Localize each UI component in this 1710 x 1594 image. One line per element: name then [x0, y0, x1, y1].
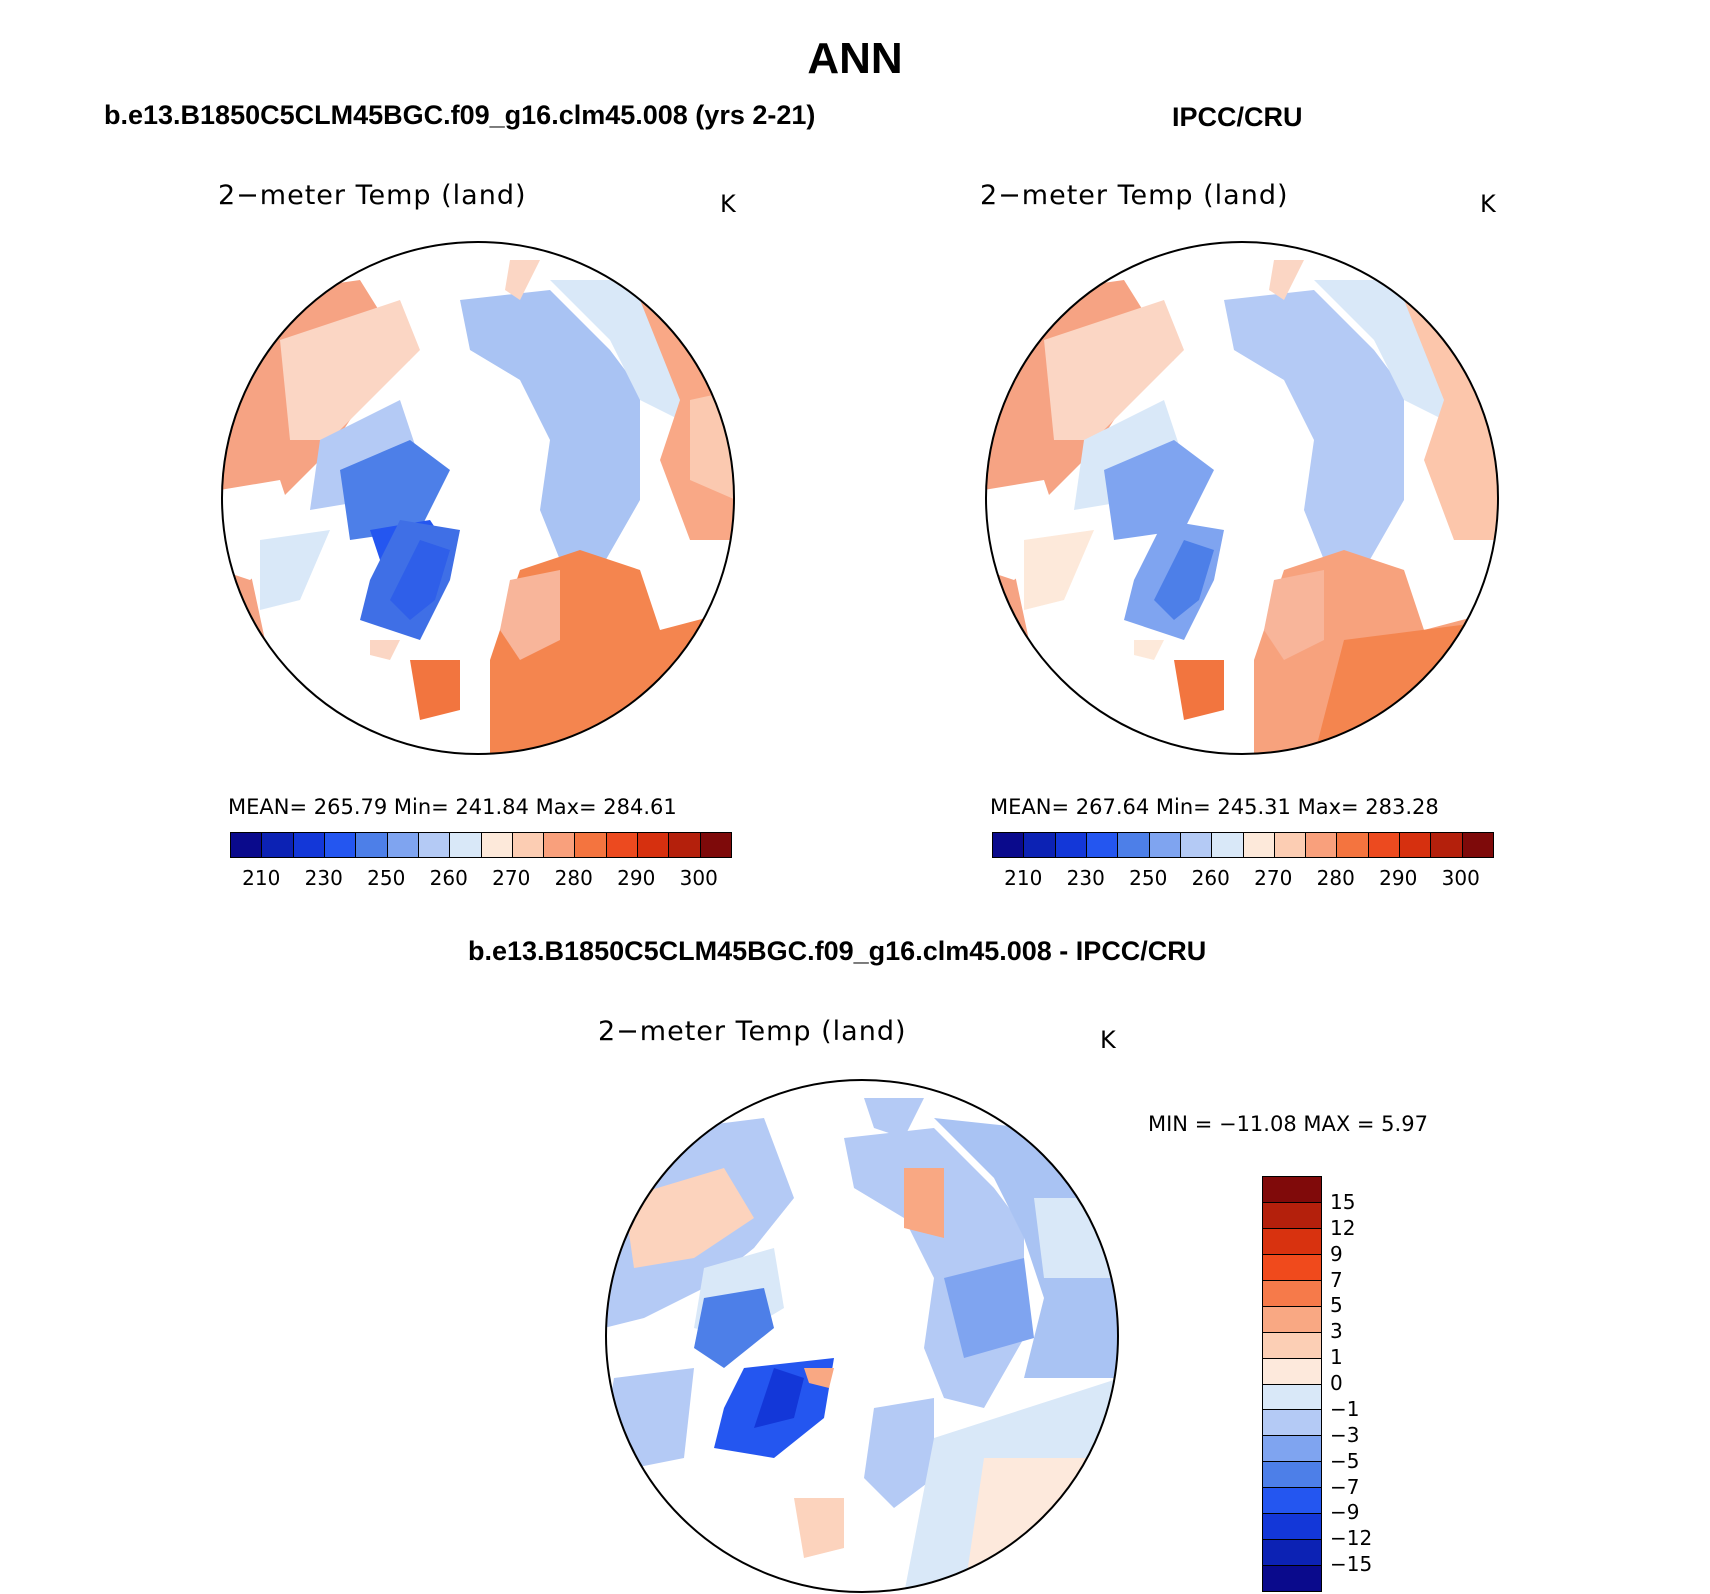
- colorbar-swatch: [512, 833, 545, 857]
- colorbar-swatch: [1180, 833, 1213, 857]
- colorbar-swatch: [1263, 1228, 1321, 1255]
- colorbar-tick-label: 270: [1254, 866, 1293, 890]
- right-units: K: [1480, 190, 1496, 218]
- colorbar-swatch: [1368, 833, 1401, 857]
- colorbar-swatch: [1263, 1462, 1321, 1489]
- colorbar-swatch: [700, 833, 731, 857]
- colorbar-tick-label: 5: [1330, 1293, 1343, 1318]
- colorbar-swatch: [1462, 833, 1493, 857]
- colorbar-swatch: [450, 833, 482, 857]
- colorbar-swatch: [1243, 833, 1275, 857]
- colorbar-swatch: [231, 833, 263, 857]
- colorbar-tick-label: 260: [1191, 866, 1230, 890]
- colorbar-swatch: [1263, 1358, 1321, 1385]
- colorbar-tick-label: 300: [679, 866, 718, 890]
- colorbar-swatch: [1055, 833, 1087, 857]
- colorbar-tick-label: 230: [304, 866, 343, 890]
- colorbar-tick-label: 7: [1330, 1267, 1343, 1292]
- diff-plot-title: 2−meter Temp (land): [598, 1016, 907, 1047]
- colorbar-tick-label: 210: [242, 866, 281, 890]
- left-stats: MEAN= 265.79 Min= 241.84 Max= 284.61: [228, 795, 677, 819]
- colorbar-tick-label: 250: [1129, 866, 1168, 890]
- diff-minmax: MIN = −11.08 MAX = 5.97: [1148, 1112, 1428, 1136]
- colorbar-tick-label: 260: [429, 866, 468, 890]
- colorbar-swatch: [1263, 1177, 1321, 1203]
- colorbar-tick-label: 290: [617, 866, 656, 890]
- colorbar-swatch: [575, 833, 607, 857]
- colorbar-tick-label: 250: [367, 866, 406, 890]
- colorbar-tick-label: 0: [1330, 1371, 1343, 1395]
- right-colorbar: [992, 832, 1494, 858]
- right-plot-title: 2−meter Temp (land): [980, 180, 1289, 211]
- colorbar-swatch: [993, 833, 1025, 857]
- colorbar-tick-label: −9: [1330, 1500, 1360, 1525]
- colorbar-swatch: [1263, 1410, 1321, 1437]
- colorbar-swatch: [1263, 1566, 1321, 1591]
- colorbar-swatch: [1263, 1436, 1321, 1463]
- colorbar-swatch: [1263, 1306, 1321, 1333]
- colorbar-tick-label: 300: [1441, 866, 1480, 890]
- colorbar-swatch: [481, 833, 513, 857]
- colorbar-swatch: [1263, 1488, 1321, 1515]
- colorbar-tick-label: 9: [1330, 1241, 1343, 1266]
- page-title: ANN: [807, 34, 903, 83]
- colorbar-swatch: [262, 833, 294, 857]
- colorbar-tick-label: 15: [1330, 1189, 1356, 1214]
- colorbar-tick-label: −7: [1330, 1474, 1360, 1499]
- colorbar-tick-label: 270: [492, 866, 531, 890]
- colorbar-swatch: [356, 833, 388, 857]
- colorbar-swatch: [1086, 833, 1119, 857]
- colorbar-tick-label: 3: [1330, 1319, 1343, 1344]
- colorbar-swatch: [293, 833, 325, 857]
- colorbar-tick-label: 1: [1330, 1345, 1343, 1370]
- colorbar-tick-label: −5: [1330, 1448, 1360, 1473]
- colorbar-tick-label: 210: [1004, 866, 1043, 890]
- colorbar-swatch: [1431, 833, 1463, 857]
- colorbar-tick-label: −15: [1330, 1552, 1373, 1577]
- colorbar-swatch: [1149, 833, 1181, 857]
- colorbar-swatch: [1118, 833, 1150, 857]
- left-plot-title: 2−meter Temp (land): [218, 180, 527, 211]
- left-polar-map: [221, 241, 735, 755]
- difference-polar-map: [605, 1079, 1119, 1593]
- colorbar-tick-label: 12: [1330, 1215, 1356, 1240]
- colorbar-swatch: [1400, 833, 1432, 857]
- diff-colorbar: [1262, 1176, 1322, 1592]
- diff-units: K: [1100, 1026, 1116, 1054]
- left-colorbar: [230, 832, 732, 858]
- right-stats: MEAN= 267.64 Min= 245.31 Max= 283.28: [990, 795, 1439, 819]
- colorbar-swatch: [1263, 1384, 1321, 1411]
- colorbar-swatch: [606, 833, 639, 857]
- colorbar-swatch: [638, 833, 670, 857]
- colorbar-swatch: [1024, 833, 1056, 857]
- colorbar-tick-label: 280: [554, 866, 593, 890]
- colorbar-tick-label: 280: [1316, 866, 1355, 890]
- colorbar-swatch: [1263, 1540, 1321, 1567]
- colorbar-swatch: [1263, 1514, 1321, 1541]
- right-panel-header: IPCC/CRU: [1172, 102, 1303, 132]
- colorbar-tick-label: 230: [1066, 866, 1105, 890]
- left-units: K: [720, 190, 736, 218]
- colorbar-tick-label: −12: [1330, 1526, 1373, 1551]
- colorbar-swatch: [1274, 833, 1307, 857]
- colorbar-swatch: [1263, 1254, 1321, 1281]
- colorbar-swatch: [1337, 833, 1369, 857]
- colorbar-swatch: [1263, 1202, 1321, 1229]
- colorbar-swatch: [669, 833, 701, 857]
- colorbar-swatch: [387, 833, 419, 857]
- colorbar-swatch: [1306, 833, 1338, 857]
- colorbar-swatch: [1212, 833, 1244, 857]
- colorbar-swatch: [544, 833, 576, 857]
- colorbar-swatch: [1263, 1332, 1321, 1359]
- colorbar-swatch: [1263, 1280, 1321, 1307]
- left-panel-header: b.e13.B1850C5CLM45BGC.f09_g16.clm45.008 …: [104, 100, 816, 130]
- colorbar-tick-label: −3: [1330, 1422, 1360, 1447]
- diff-panel-header: b.e13.B1850C5CLM45BGC.f09_g16.clm45.008 …: [468, 936, 1207, 966]
- colorbar-swatch: [324, 833, 357, 857]
- colorbar-swatch: [418, 833, 451, 857]
- colorbar-tick-label: −1: [1330, 1396, 1360, 1421]
- right-polar-map: [985, 241, 1499, 755]
- colorbar-tick-label: 290: [1379, 866, 1418, 890]
